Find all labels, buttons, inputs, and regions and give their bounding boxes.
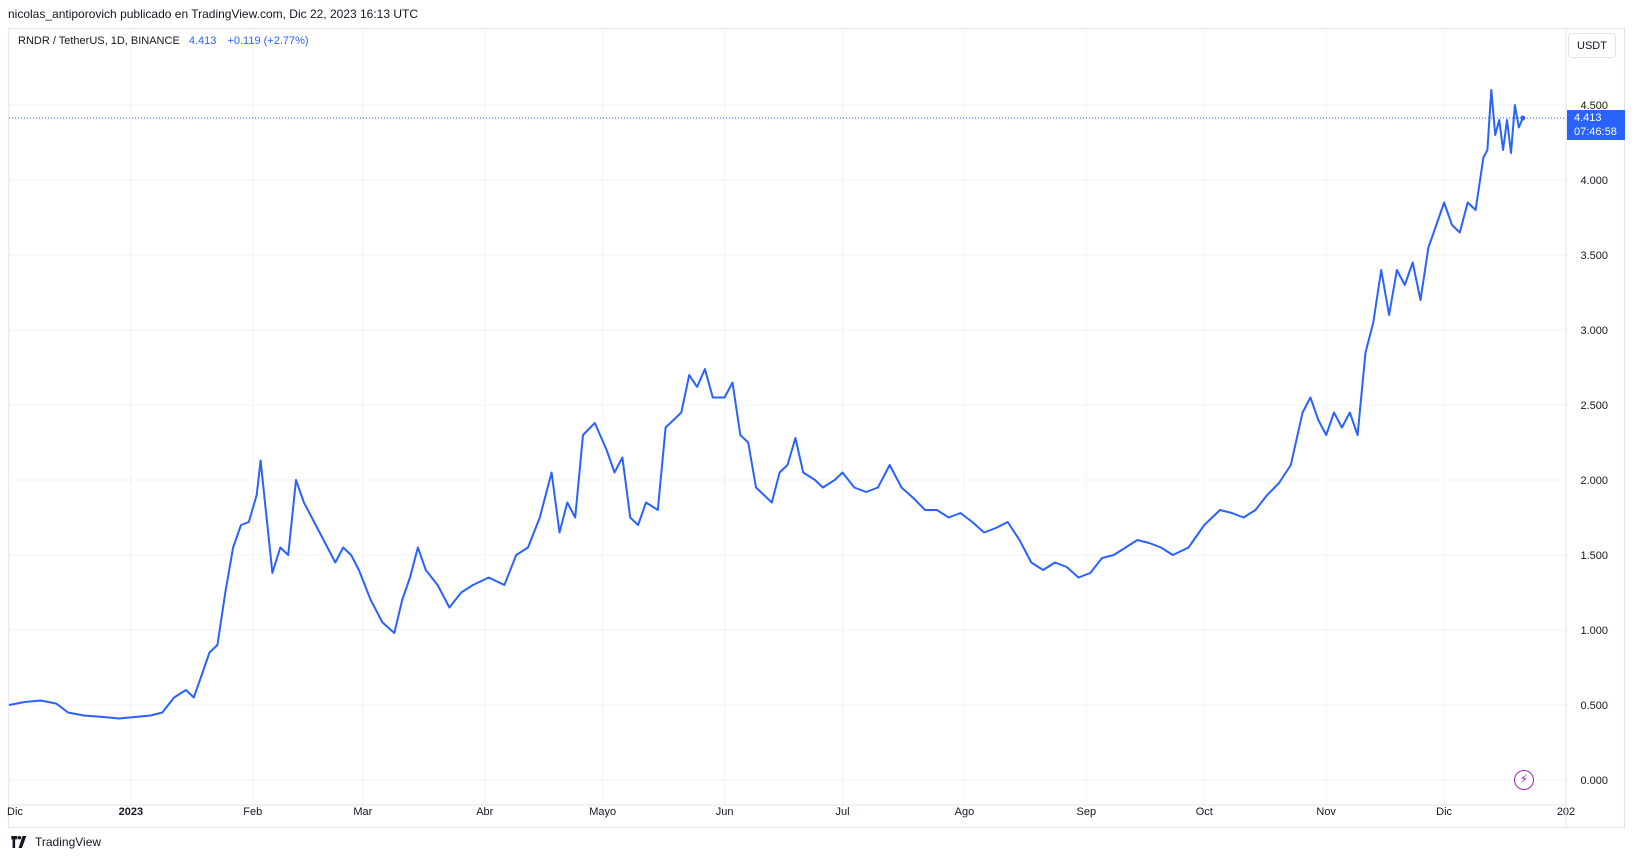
last-price-tag: 4.413 (1574, 112, 1602, 125)
x-tick-label: Ago (955, 806, 975, 818)
x-tick-label: Jul (836, 806, 850, 818)
lightning-bolt-icon[interactable]: ⚡ (1514, 770, 1534, 790)
last-price-label: 4.413 07:46:58 (1567, 110, 1625, 141)
y-tick-label: 1.500 (1580, 550, 1608, 562)
bar-countdown: 07:46:58 (1574, 126, 1617, 139)
x-tick-label: Dic (1436, 806, 1452, 818)
x-tick-label: Dic (7, 806, 23, 818)
footer-branding: TradingView (8, 835, 101, 849)
y-tick-label: 2.500 (1580, 400, 1608, 412)
tradingview-logo-icon (11, 836, 27, 848)
x-tick-label: Feb (243, 806, 262, 818)
price-change-value: +0.119 (+2.77%) (227, 35, 309, 47)
last-point-marker (1520, 115, 1526, 121)
x-tick-label: Oct (1196, 806, 1213, 818)
y-tick-label: 2.000 (1580, 475, 1608, 487)
price-series-line (8, 89, 1524, 720)
published-by-text: nicolas_antiporovich publicado en Tradin… (8, 7, 419, 21)
y-tick-label: 1.000 (1580, 625, 1608, 637)
symbol-label[interactable]: RNDR / TetherUS, 1D, BINANCE (18, 35, 180, 47)
y-tick-label: 4.500 (1580, 100, 1608, 112)
y-tick-label: 3.000 (1580, 325, 1608, 337)
footer-brand-name: TradingView (35, 835, 102, 849)
x-tick-label: Sep (1077, 806, 1097, 818)
currency-unit-button[interactable]: USDT (1568, 33, 1616, 58)
x-tick-label: Mayo (589, 806, 616, 818)
x-tick-label: Nov (1316, 806, 1336, 818)
x-tick-label: Abr (476, 806, 493, 818)
y-tick-label: 4.000 (1580, 175, 1608, 187)
y-tick-label: 3.500 (1580, 250, 1608, 262)
x-tick-label: Jun (716, 806, 734, 818)
y-tick-label: 0.000 (1580, 775, 1608, 787)
chart-legend: RNDR / TetherUS, 1D, BINANCE 4.413 +0.11… (18, 35, 309, 47)
last-price-value: 4.413 (188, 35, 217, 47)
x-tick-label: 2023 (119, 806, 143, 818)
y-tick-label: 0.500 (1580, 700, 1608, 712)
x-tick-label: Mar (353, 806, 372, 818)
